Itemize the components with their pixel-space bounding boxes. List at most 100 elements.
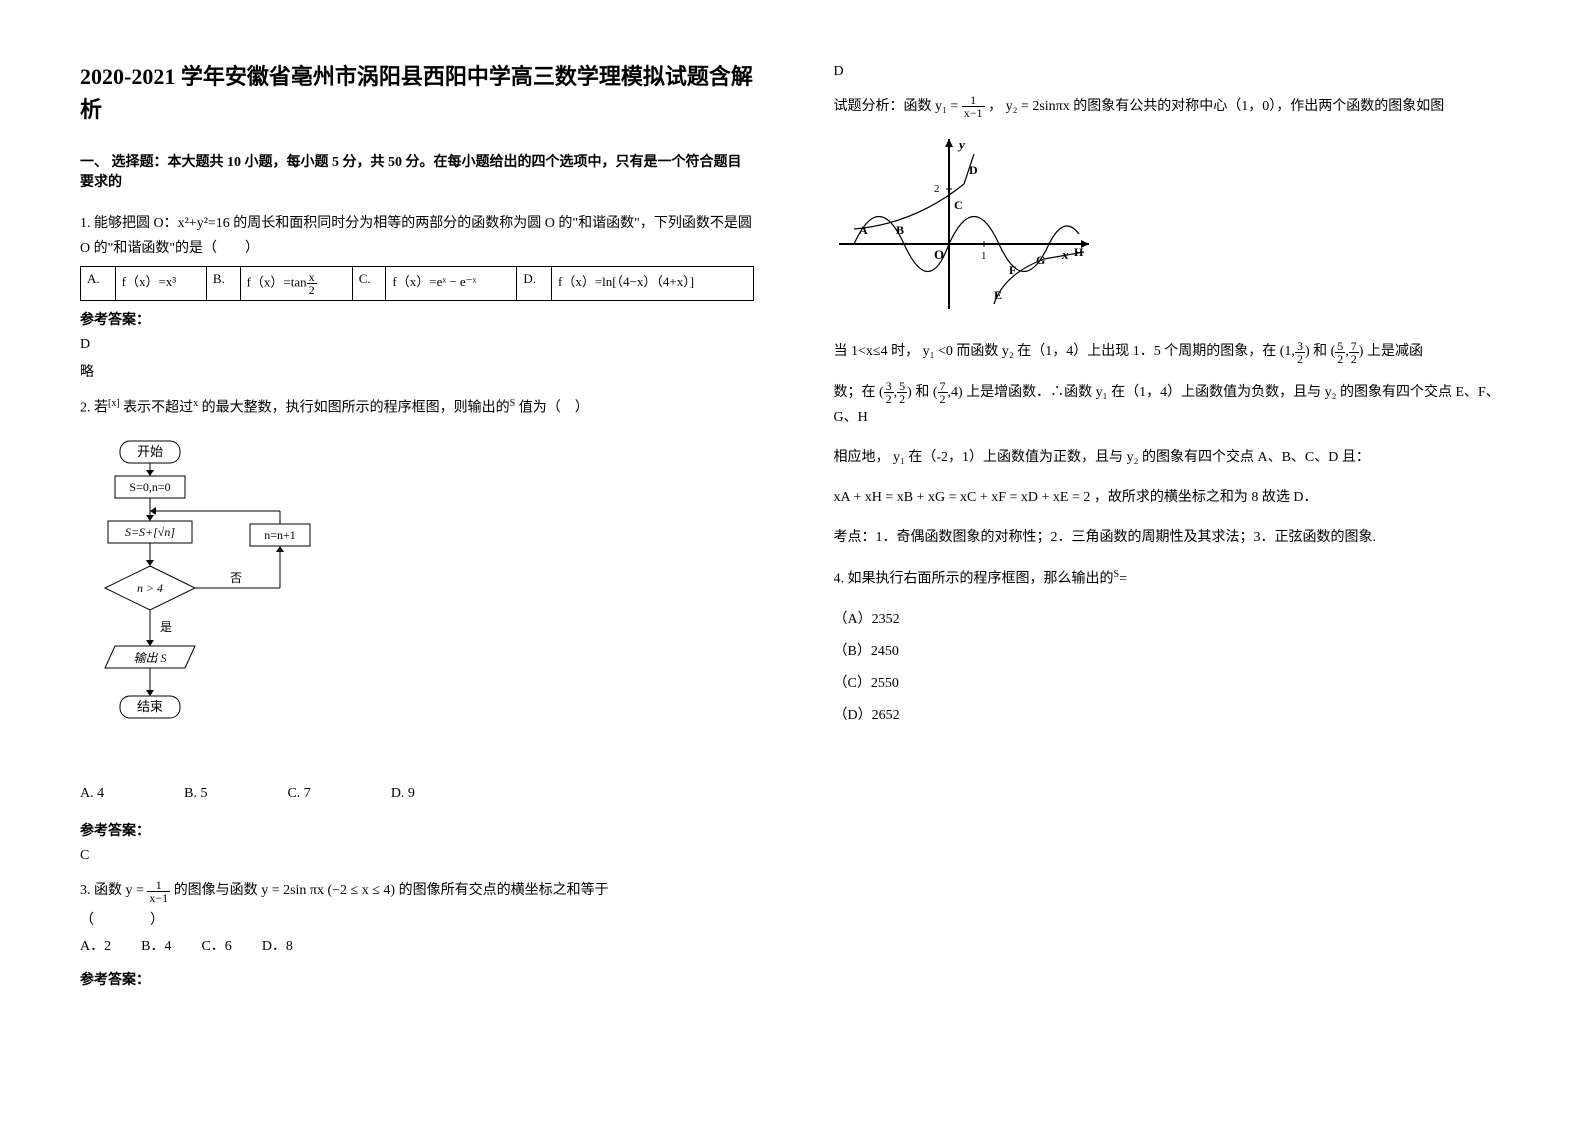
txt: 和 <box>915 385 929 400</box>
tick1: 1 <box>981 250 987 262</box>
flow-no: 否 <box>230 571 242 585</box>
frac-den: 2 <box>897 393 907 405</box>
q1-opt-a-label: A. <box>81 267 116 301</box>
frac-num: 7 <box>938 380 948 393</box>
txt: y₂ <box>1325 385 1337 400</box>
q2-sym-bracket: [x] <box>108 398 120 409</box>
txt: 的图象有四个交点 A、B、C、D 且： <box>1142 450 1370 465</box>
frac-num: 5 <box>897 380 907 393</box>
q2-options: A. 4 B. 5 C. 7 D. 9 <box>80 786 754 802</box>
q3-opt-a: A．2 <box>80 935 111 955</box>
q2-stem-d: 值为（ ） <box>519 401 589 416</box>
q2-opt-c: C. 7 <box>287 786 310 802</box>
flow-inc: n=n+1 <box>264 528 296 542</box>
pt-a: A <box>859 223 868 237</box>
answer-label: 参考答案： <box>80 820 754 840</box>
frac-den: 2 <box>1335 353 1345 365</box>
txt: 和 <box>1313 344 1327 359</box>
section-intro: 一、 选择题：本大题共 10 小题，每小题 5 分，共 50 分。在每小题给出的… <box>80 151 754 191</box>
txt: 而函数 y₂ 在（1，4）上出现 1．5 个周期的图象，在 <box>956 344 1276 359</box>
txt: y₁ <0 <box>923 344 953 359</box>
pt-h: H <box>1074 245 1084 259</box>
txt: ) <box>907 385 912 400</box>
frac-den: 2 <box>884 393 894 405</box>
q4-stem-a: 4. 如果执行右面所示的程序框图，那么输出的 <box>834 571 1114 586</box>
q3-para2: 数；在 (32,52) 和 (72,4) 上是增函数．∴函数 y₁ 在（1，4）… <box>834 380 1508 430</box>
q2-stem-a: 2. 若 <box>80 401 108 416</box>
q3-para1: 当 1<x≤4 时， y₁ <0 而函数 y₂ 在（1，4）上出现 1．5 个周… <box>834 339 1508 364</box>
fraction: 52 <box>1335 340 1345 365</box>
q1-answer: D <box>80 337 754 353</box>
txt: 上是减函 <box>1367 344 1423 359</box>
q4-opt-b: （B）2450 <box>834 640 1508 660</box>
txt: ,4) <box>948 385 963 400</box>
txt: ) <box>1305 344 1310 359</box>
pt-d: D <box>969 163 978 177</box>
frac-num: 1 <box>147 879 170 892</box>
q2-stem-c: 的最大整数，执行如图所示的程序框图，则输出的 <box>202 401 510 416</box>
q4-opt-d: （D）2652 <box>834 704 1508 724</box>
q2-stem-b: 表示不超过 <box>123 401 193 416</box>
fraction: 72 <box>1349 340 1359 365</box>
q3-y-eq: y = <box>126 883 144 898</box>
q4-stem-b: = <box>1119 571 1127 586</box>
q4-opt-c: （C）2550 <box>834 672 1508 692</box>
txt: (1, <box>1280 344 1295 359</box>
q3-kaodian: 考点：1．奇偶函数图象的对称性；2．三角函数的周期性及其求法；3．正弦函数的图象… <box>834 525 1508 550</box>
q1-opt-b-text: f（x）=tan <box>247 275 307 290</box>
txt: y₂ = 2sinπx <box>1006 99 1070 114</box>
txt: y₁ = <box>935 99 958 114</box>
frac-den: 2 <box>1349 353 1359 365</box>
frac-den: x−1 <box>147 892 170 904</box>
q3-stem-c: 的图像所有交点的横坐标之和等于 <box>399 883 609 898</box>
q2-sym-s: S <box>510 398 516 409</box>
left-column: 2020-2021 学年安徽省亳州市涡阳县西阳中学高三数学理模拟试题含解析 一、… <box>80 60 754 1062</box>
answer-label: 参考答案： <box>80 309 754 329</box>
pt-c: C <box>954 198 963 212</box>
txt: 相应地， <box>834 450 890 465</box>
q4-options: （A）2352 （B）2450 （C）2550 （D）2652 <box>834 596 1508 736</box>
txt: xA + xH = xB + xG = xC + xF = xD + xE = … <box>834 490 1091 505</box>
fraction: x2 <box>307 271 317 296</box>
q2-answer: C <box>80 848 754 864</box>
q1-stem: 1. 能够把圆 O：x²+y²=16 的周长和面积同时分为相等的两部分的函数称为… <box>80 211 754 261</box>
flow-start: 开始 <box>137 444 163 459</box>
q3-opt-b: B．4 <box>141 935 171 955</box>
fraction: 32 <box>1295 340 1305 365</box>
right-column: D 试题分析：函数 y₁ = 1x−1 ， y₂ = 2sinπx 的图象有公共… <box>834 60 1508 1062</box>
q3-y2: y = 2sin πx (−2 ≤ x ≤ 4) <box>261 883 395 898</box>
fraction: 52 <box>897 380 907 405</box>
pt-f: F <box>1009 263 1016 277</box>
fraction: 72 <box>938 380 948 405</box>
q1-opt-c-label: C. <box>352 267 386 301</box>
q3-stem-b: 的图像与函数 <box>174 883 258 898</box>
flow-yes: 是 <box>160 620 172 634</box>
q3-blank: （ ） <box>80 909 754 929</box>
q2-opt-b: B. 5 <box>184 786 207 802</box>
q3-analysis-line1: 试题分析：函数 y₁ = 1x−1 ， y₂ = 2sinπx 的图象有公共的对… <box>834 94 1508 119</box>
q1-opt-c-body: f（x）=eˣ − e⁻ˣ <box>386 267 517 301</box>
q1-answer-extra: 略 <box>80 361 754 381</box>
txt: 当 1<x≤4 时， <box>834 344 920 359</box>
q3-stem: 3. 函数 y = 1x−1 的图像与函数 y = 2sin πx (−2 ≤ … <box>80 878 754 903</box>
pt-g: G <box>1036 253 1045 267</box>
flowchart-svg: 开始 S=0,n=0 S=S+[√n] n=n+1 n > 4 <box>80 436 340 766</box>
frac-den: 2 <box>307 284 317 296</box>
q2-opt-a: A. 4 <box>80 786 104 802</box>
flow-init: S=0,n=0 <box>129 480 170 494</box>
txt: ) <box>1359 344 1364 359</box>
txt: 数；在 <box>834 385 876 400</box>
doc-title: 2020-2021 学年安徽省亳州市涡阳县西阳中学高三数学理模拟试题含解析 <box>80 60 754 126</box>
flow-end: 结束 <box>137 699 163 714</box>
page: 2020-2021 学年安徽省亳州市涡阳县西阳中学高三数学理模拟试题含解析 一、… <box>0 0 1587 1122</box>
q1-opt-d-label: D. <box>517 267 552 301</box>
graph-svg: y x O 1 2 A B C D E F <box>834 134 1094 314</box>
frac-num: 3 <box>884 380 894 393</box>
flow-out: 输出 S <box>133 651 166 665</box>
q3-answer: D <box>834 64 1508 80</box>
pt-b: B <box>896 223 904 237</box>
q3-para3: 相应地， y₁ 在（-2，1）上函数值为正数，且与 y₂ 的图象有四个交点 A、… <box>834 445 1508 470</box>
frac-den: x−1 <box>962 107 985 119</box>
q2-sym-x: x <box>193 398 198 409</box>
flowchart: 开始 S=0,n=0 S=S+[√n] n=n+1 n > 4 <box>80 436 754 766</box>
